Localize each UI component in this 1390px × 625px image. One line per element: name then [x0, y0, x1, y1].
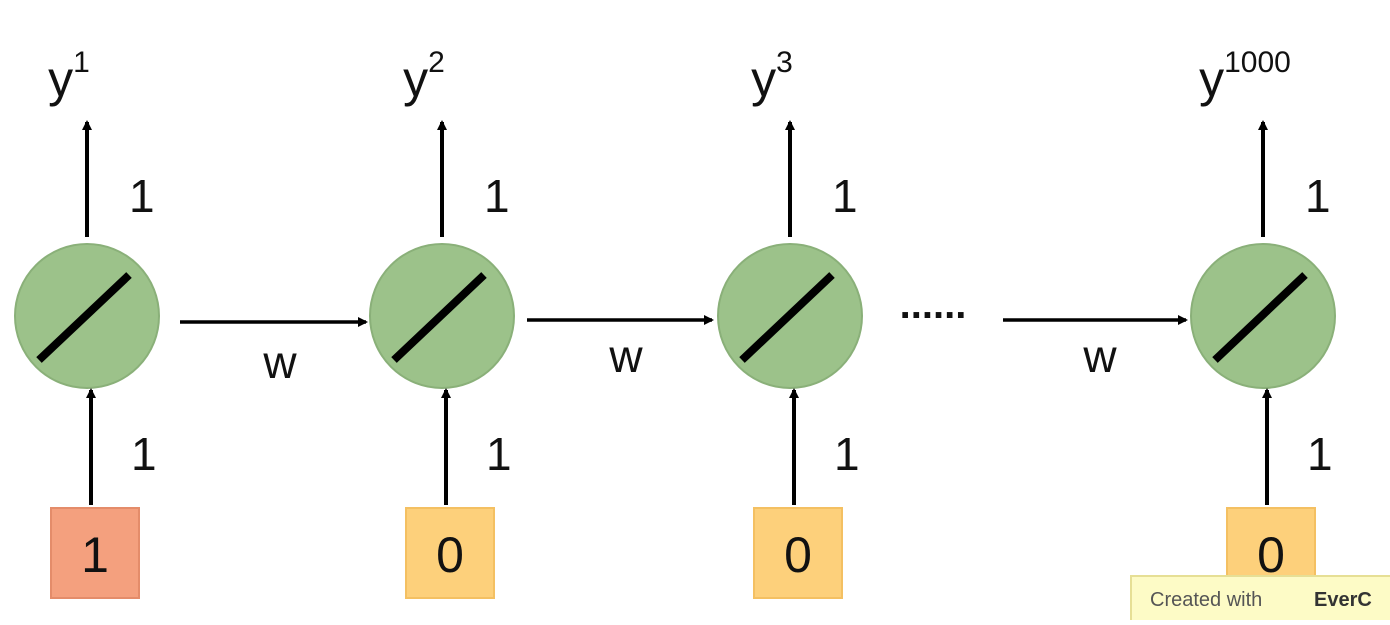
- input-value: 0: [784, 527, 812, 583]
- input-box: [753, 507, 843, 599]
- input-weight: 1: [131, 428, 157, 480]
- recurrent-weight: w: [608, 330, 643, 382]
- input-weight: 1: [486, 428, 512, 480]
- input-weight: 1: [834, 428, 860, 480]
- input-value: 0: [436, 527, 464, 583]
- watermark-brand: EverC: [1314, 589, 1372, 611]
- input-value: 1: [81, 527, 109, 583]
- output-weight: 1: [1305, 170, 1331, 222]
- output-weight: 1: [484, 170, 510, 222]
- output-label: y2: [403, 46, 445, 107]
- output-base: y: [48, 51, 73, 107]
- activation-symbol: [36, 272, 132, 363]
- watermark-box: [1130, 575, 1390, 625]
- input-box: [50, 507, 140, 599]
- output-base: y: [1199, 51, 1224, 107]
- input-box: [405, 507, 495, 599]
- input-weight: 1: [1307, 428, 1333, 480]
- output-weight: 1: [129, 170, 155, 222]
- activation-symbol: [391, 272, 487, 363]
- recurrent-weight: w: [1082, 330, 1117, 382]
- output-superscript: 1000: [1224, 46, 1291, 79]
- output-label: y1: [48, 46, 90, 107]
- activation-symbol: [739, 272, 835, 363]
- output-base: y: [403, 51, 428, 107]
- ellipsis: ......: [900, 283, 967, 327]
- output-superscript: 3: [776, 46, 793, 79]
- input-value: 0: [1257, 527, 1285, 583]
- activation-symbol: [1212, 272, 1308, 363]
- recurrent-weight: w: [262, 336, 297, 388]
- output-label: y1000: [1199, 46, 1291, 107]
- output-weight: 1: [832, 170, 858, 222]
- output-label: y3: [751, 46, 793, 107]
- output-superscript: 1: [73, 46, 90, 79]
- output-superscript: 2: [428, 46, 445, 79]
- output-base: y: [751, 51, 776, 107]
- watermark-prefix: Created with: [1150, 589, 1262, 611]
